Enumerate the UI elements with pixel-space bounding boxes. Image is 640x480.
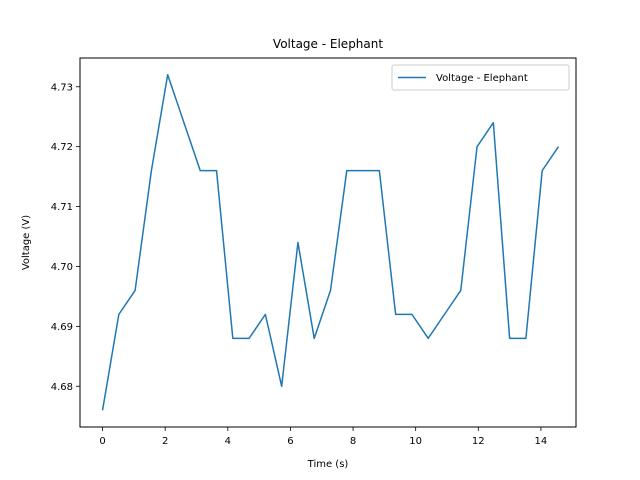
x-tick-label: 0: [99, 436, 105, 447]
x-tick-label: 10: [409, 436, 422, 447]
chart-title: Voltage - Elephant: [273, 37, 383, 51]
x-axis-label: Time (s): [307, 459, 349, 470]
legend: Voltage - Elephant: [391, 64, 570, 91]
legend-label: Voltage - Elephant: [436, 73, 528, 84]
x-tick-label: 2: [162, 436, 168, 447]
plot-frame: [79, 57, 577, 428]
x-tick-label: 4: [225, 436, 231, 447]
y-axis-ticks: 4.68 4.69 4.70 4.71 4.72 4.73: [51, 82, 80, 393]
x-tick-label: 14: [535, 436, 548, 447]
x-tick-label: 8: [350, 436, 356, 447]
y-tick-label: 4.71: [51, 202, 73, 213]
y-axis-label: Voltage (V): [21, 215, 32, 270]
y-tick-label: 4.68: [51, 382, 73, 393]
y-tick-label: 4.72: [51, 142, 73, 153]
x-tick-label: 6: [287, 436, 293, 447]
y-tick-label: 4.73: [51, 82, 73, 93]
series-line-0: [101, 74, 560, 411]
y-tick-label: 4.70: [51, 262, 73, 273]
y-tick-label: 4.69: [51, 322, 73, 333]
x-tick-label: 12: [472, 436, 485, 447]
series-layer: [101, 74, 560, 411]
legend-box: [391, 64, 570, 91]
x-axis-ticks: 0 2 4 6 8 10 12 14: [99, 427, 547, 447]
